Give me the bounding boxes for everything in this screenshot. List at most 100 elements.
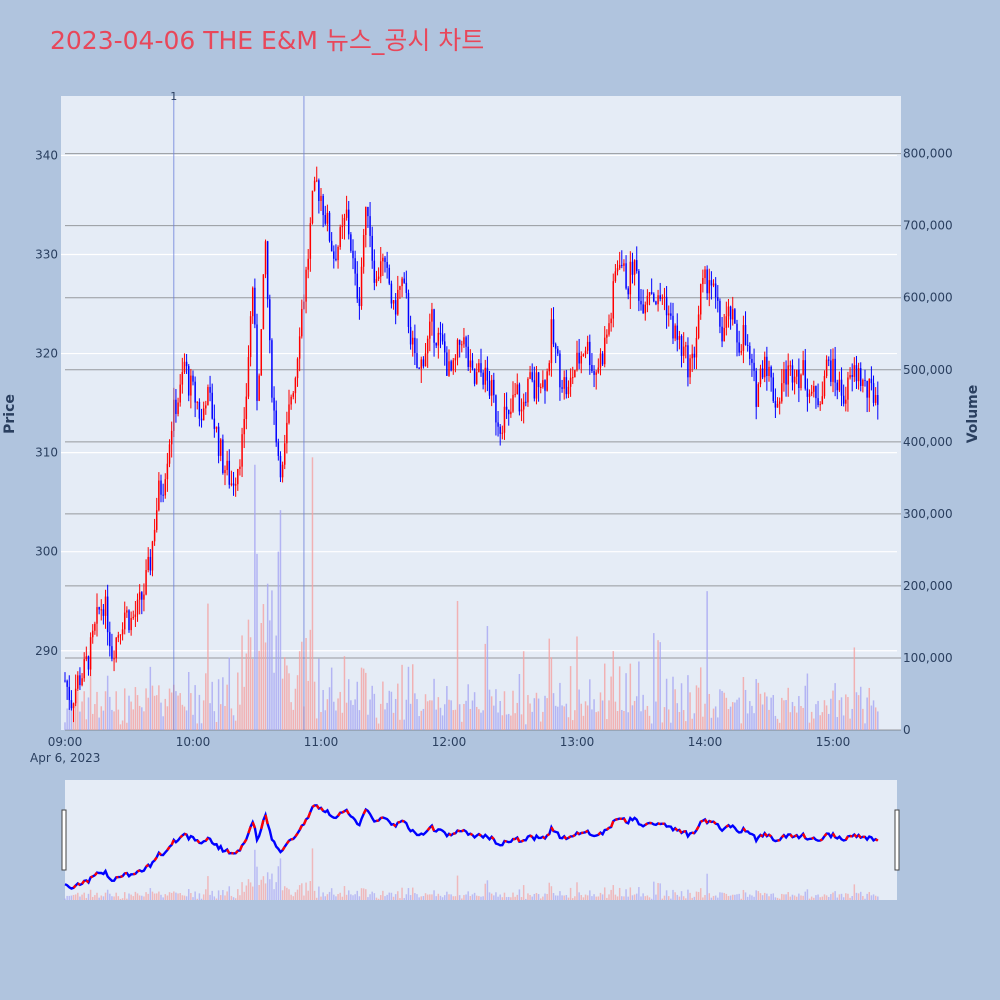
candle-body bbox=[213, 418, 216, 429]
volume-bar bbox=[512, 690, 514, 730]
mini-volume-bar bbox=[520, 897, 523, 900]
volume-bar bbox=[742, 677, 745, 730]
mini-volume-bar bbox=[495, 892, 497, 900]
mini-volume-bar bbox=[277, 866, 280, 900]
candle-body bbox=[721, 326, 723, 342]
candle-body bbox=[89, 637, 92, 670]
mini-volume-bar bbox=[371, 891, 373, 900]
mini-line-segment bbox=[81, 880, 86, 885]
range-slider-right-handle[interactable] bbox=[894, 809, 900, 871]
mini-volume-bar bbox=[247, 879, 250, 900]
mini-volume-bar bbox=[232, 897, 235, 900]
mini-volume-bar bbox=[789, 896, 792, 900]
mini-line-segment bbox=[478, 833, 482, 837]
volume-bar bbox=[145, 688, 147, 730]
volume-bar bbox=[100, 706, 103, 730]
mini-volume-bar bbox=[424, 893, 427, 900]
mini-volume-bar bbox=[606, 897, 608, 900]
mini-volume-bar bbox=[631, 895, 634, 900]
mini-volume-bar bbox=[719, 892, 721, 900]
candle-body bbox=[271, 340, 273, 398]
mini-volume-bar bbox=[72, 894, 75, 900]
range-slider-left-handle[interactable] bbox=[61, 809, 67, 871]
volume-bar bbox=[616, 711, 619, 730]
candle-body bbox=[665, 296, 668, 316]
volume-bar bbox=[185, 710, 188, 730]
mini-volume-bar bbox=[510, 897, 512, 900]
candle-body bbox=[341, 225, 344, 228]
mini-line-segment bbox=[120, 874, 124, 879]
mini-volume-bar bbox=[563, 895, 565, 900]
price-tick-label: 340 bbox=[35, 148, 58, 162]
mini-line-segment bbox=[516, 836, 521, 843]
mini-volume-bar bbox=[175, 892, 177, 900]
volume-bar bbox=[813, 718, 815, 730]
volume-bar bbox=[706, 591, 708, 730]
candle-body bbox=[224, 470, 226, 474]
mini-line-segment bbox=[584, 829, 589, 834]
mini-volume-bar bbox=[141, 895, 143, 900]
volume-bar bbox=[309, 629, 312, 730]
volume-bar bbox=[845, 694, 847, 730]
volume-bar bbox=[326, 699, 329, 730]
mini-line-segment bbox=[572, 834, 576, 838]
volume-bar bbox=[461, 721, 463, 730]
candle-body bbox=[851, 375, 853, 377]
mini-volume-bar bbox=[256, 866, 258, 900]
volume-bar bbox=[313, 681, 316, 730]
mini-volume-bar bbox=[648, 897, 651, 900]
volume-bar bbox=[864, 723, 866, 730]
candle-body bbox=[74, 688, 77, 704]
mini-volume-bar bbox=[493, 895, 495, 900]
volume-bar bbox=[759, 693, 762, 730]
mini-volume-bar bbox=[729, 895, 732, 900]
mini-volume-bar bbox=[145, 892, 147, 900]
mini-volume-bar bbox=[333, 894, 335, 900]
volume-bar bbox=[781, 697, 783, 730]
mini-volume-bar bbox=[136, 893, 139, 900]
volume-bar bbox=[591, 709, 593, 730]
candle-body bbox=[258, 375, 260, 401]
candle-body bbox=[563, 377, 565, 389]
candle-body bbox=[435, 342, 437, 346]
volume-bar bbox=[757, 682, 760, 730]
candle-body bbox=[802, 360, 804, 375]
candle-body bbox=[531, 372, 533, 381]
volume-bar bbox=[307, 680, 309, 730]
volume-bar bbox=[787, 687, 789, 730]
mini-line-segment bbox=[153, 856, 158, 862]
mini-volume-bar bbox=[810, 896, 813, 900]
mini-volume-bar bbox=[582, 897, 585, 900]
volume-bar bbox=[663, 707, 666, 730]
volume-bar bbox=[603, 663, 606, 730]
mini-volume-bar bbox=[397, 891, 399, 900]
volume-bar bbox=[597, 711, 600, 730]
candle-body bbox=[520, 409, 523, 412]
mini-volume-bar bbox=[832, 892, 834, 900]
volume-bar bbox=[699, 667, 702, 730]
volume-axis: 0 100,000 200,000 300,000 400,000 500,000 600,… bbox=[903, 147, 953, 737]
volume-bar bbox=[341, 712, 344, 730]
volume-bar bbox=[365, 672, 367, 730]
mini-volume-bar bbox=[335, 896, 337, 900]
candle-body bbox=[757, 384, 760, 407]
candle-body bbox=[328, 212, 331, 241]
candle-body bbox=[503, 406, 506, 433]
volume-bar bbox=[155, 695, 158, 730]
volume-bar bbox=[503, 691, 506, 730]
mini-volume-bar bbox=[655, 894, 657, 900]
volume-bar bbox=[618, 666, 621, 730]
mini-volume-bar bbox=[271, 873, 273, 900]
candle-body bbox=[72, 703, 75, 709]
mini-volume-bar bbox=[420, 896, 423, 900]
volume-bar bbox=[128, 695, 130, 730]
range-slider[interactable] bbox=[65, 780, 897, 900]
volume-bar bbox=[337, 698, 339, 730]
candle-body bbox=[610, 318, 612, 324]
mini-volume-bar bbox=[202, 894, 205, 900]
volume-bar bbox=[448, 699, 450, 730]
candle-body bbox=[226, 460, 228, 471]
candle-body bbox=[373, 260, 376, 283]
volume-bar bbox=[232, 715, 235, 730]
candle-body bbox=[689, 358, 691, 378]
